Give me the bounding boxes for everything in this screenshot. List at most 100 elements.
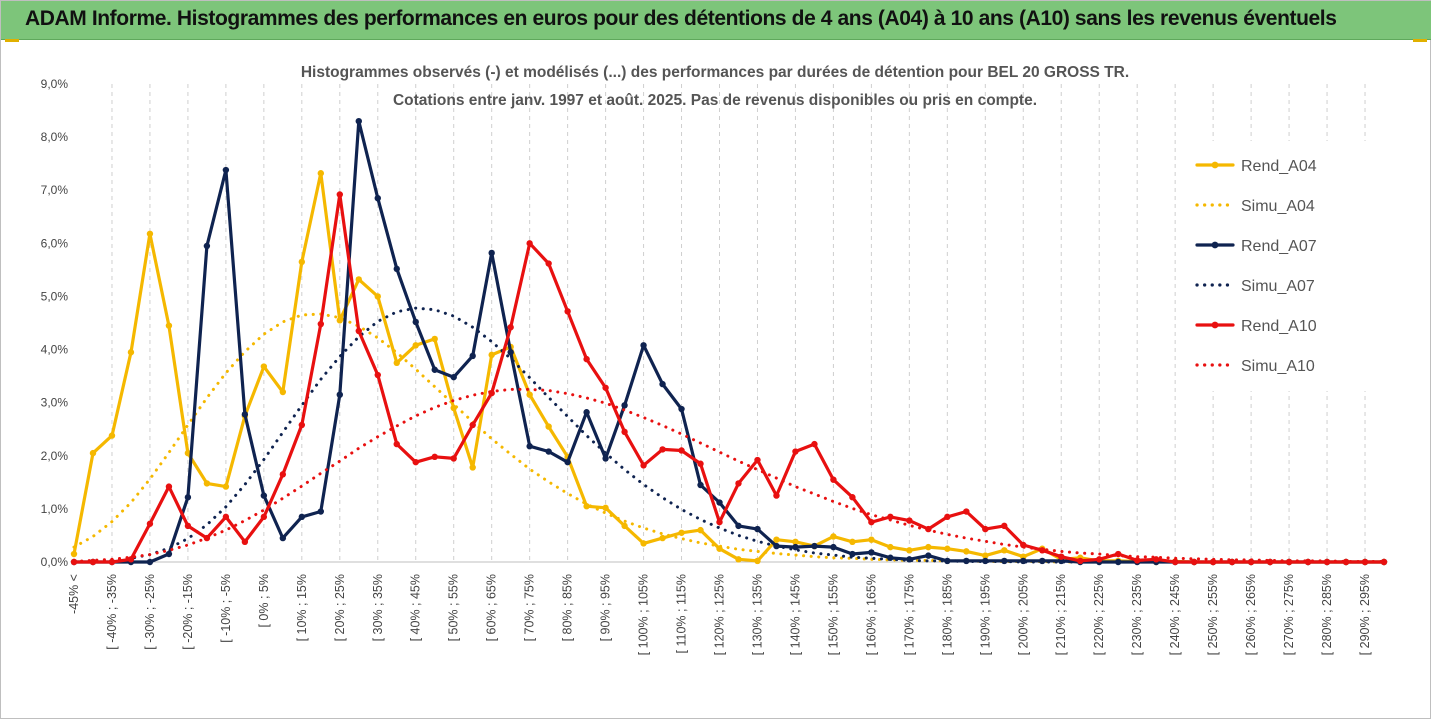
- data-point-Rend_A04: [735, 556, 742, 563]
- data-point-Rend_A10: [222, 513, 230, 521]
- page-title: ADAM Informe. Histogrammes des performan…: [25, 7, 1337, 30]
- data-point-Rend_A07: [792, 543, 799, 551]
- x-tick-label: [ 270% ; 275%: [1282, 574, 1296, 655]
- data-point-Rend_A04: [678, 529, 685, 536]
- data-point-Rend_A10: [1304, 558, 1312, 566]
- x-tick-label: [ 70% ; 75%: [523, 574, 537, 641]
- data-point-Rend_A07: [279, 534, 287, 542]
- data-point-Rend_A10: [830, 476, 837, 483]
- data-point-Rend_A10: [1133, 557, 1141, 564]
- data-point-Rend_A10: [849, 494, 856, 501]
- x-tick-label: [ 90% ; 95%: [599, 574, 613, 641]
- y-tick-label: 1,0%: [41, 502, 69, 516]
- legend-label: Rend_A10: [1241, 318, 1317, 335]
- data-point-Rend_A07: [431, 366, 438, 373]
- data-point-Rend_A10: [1380, 558, 1388, 566]
- x-axis: -45% < [ -40% ; -35% [ -30% ; -25% [ -20% ;…: [67, 574, 1372, 655]
- data-point-Rend_A04: [393, 359, 400, 367]
- data-point-Rend_A04: [868, 536, 875, 543]
- data-point-Rend_A10: [906, 517, 913, 524]
- data-point-Rend_A10: [621, 428, 628, 436]
- data-point-Rend_A07: [564, 458, 571, 466]
- data-point-Rend_A10: [773, 492, 780, 499]
- legend-label: Simu_A04: [1241, 198, 1315, 215]
- data-point-Rend_A07: [545, 448, 552, 455]
- data-point-Rend_A10: [431, 453, 438, 461]
- x-tick-label: [ 30% ; 35%: [371, 574, 385, 641]
- data-point-Rend_A07: [146, 558, 154, 566]
- data-point-Rend_A04: [982, 552, 989, 559]
- corner-mark-right: [1413, 39, 1427, 48]
- data-point-Rend_A04: [70, 550, 78, 558]
- data-point-Rend_A04: [906, 547, 913, 554]
- legend-marker-Rend_A10: [1211, 321, 1219, 329]
- data-point-Rend_A07: [754, 525, 761, 533]
- data-point-Rend_A10: [754, 456, 761, 464]
- x-tick-label: [ -30% ; -25%: [143, 574, 157, 650]
- data-point-Rend_A07: [925, 552, 932, 559]
- data-point-Rend_A07: [488, 249, 495, 257]
- data-point-Rend_A10: [1171, 558, 1179, 566]
- data-point-Rend_A07: [811, 542, 818, 550]
- data-point-Rend_A07: [868, 549, 875, 556]
- data-point-Rend_A07: [412, 318, 419, 326]
- data-point-Rend_A10: [317, 320, 325, 328]
- legend-marker-Rend_A07: [1211, 241, 1219, 249]
- data-point-Rend_A10: [583, 355, 590, 363]
- y-tick-label: 3,0%: [41, 396, 69, 410]
- data-point-Rend_A10: [507, 324, 514, 331]
- data-point-Rend_A07: [678, 405, 685, 413]
- data-point-Rend_A04: [412, 342, 419, 349]
- x-tick-label: [ 40% ; 45%: [409, 574, 423, 641]
- data-point-Rend_A07: [944, 557, 951, 565]
- data-point-Rend_A04: [640, 540, 647, 547]
- y-axis: 0,0% 1,0% 2,0% 3,0% 4,0% 5,0% 6,0% 7,0% 8,0% 9,0%: [41, 77, 69, 569]
- data-point-Rend_A10: [469, 421, 476, 429]
- data-point-Rend_A04: [526, 391, 533, 398]
- data-point-Rend_A04: [849, 538, 856, 546]
- data-point-Rend_A10: [659, 446, 666, 453]
- y-tick-label: 9,0%: [41, 77, 69, 91]
- x-tick-label: -45% <: [67, 574, 81, 614]
- y-tick-label: 5,0%: [41, 289, 69, 303]
- data-point-Rend_A10: [944, 513, 951, 521]
- y-tick-label: 2,0%: [41, 449, 69, 463]
- data-point-Rend_A10: [165, 483, 173, 490]
- data-point-Rend_A04: [583, 503, 590, 510]
- data-point-Rend_A10: [792, 448, 799, 455]
- x-tick-label: [ 60% ; 65%: [485, 574, 499, 641]
- data-point-Rend_A04: [127, 349, 135, 356]
- x-tick-label: [ -20% ; -15%: [181, 574, 195, 650]
- data-point-Rend_A07: [830, 543, 837, 551]
- data-point-Rend_A07: [735, 522, 742, 530]
- data-point-Rend_A04: [792, 538, 799, 546]
- data-point-Rend_A04: [469, 464, 476, 471]
- data-point-Rend_A04: [317, 170, 325, 177]
- data-point-Rend_A10: [1190, 558, 1198, 566]
- data-point-Rend_A07: [165, 550, 173, 558]
- x-tick-label: [ 20% ; 25%: [333, 574, 347, 641]
- x-tick-label: [ 140% ; 145%: [788, 574, 802, 655]
- data-point-Rend_A07: [336, 391, 343, 398]
- data-point-Rend_A10: [716, 518, 723, 526]
- data-point-Rend_A10: [450, 455, 457, 462]
- data-point-Rend_A10: [146, 520, 154, 527]
- data-point-Rend_A10: [1115, 550, 1122, 558]
- x-tick-label: [ 100% ; 105%: [637, 574, 651, 655]
- x-tick-label: [ 150% ; 155%: [826, 574, 840, 655]
- chart-title: Histogrammes observés (-) et modélisés (…: [301, 64, 1129, 81]
- data-point-Rend_A10: [811, 440, 818, 448]
- data-point-Rend_A10: [868, 518, 875, 526]
- data-point-Rend_A04: [545, 423, 552, 430]
- data-point-Rend_A04: [260, 363, 268, 370]
- data-point-Rend_A07: [393, 265, 400, 273]
- data-point-Rend_A04: [165, 322, 173, 329]
- data-point-Rend_A04: [621, 522, 628, 530]
- x-tick-label: [ 260% ; 265%: [1244, 574, 1258, 655]
- x-tick-label: [ 280% ; 285%: [1320, 574, 1334, 655]
- data-point-Rend_A07: [241, 411, 249, 418]
- data-point-Rend_A10: [1096, 556, 1103, 563]
- data-point-Rend_A10: [982, 525, 989, 533]
- data-point-Rend_A04: [108, 432, 116, 439]
